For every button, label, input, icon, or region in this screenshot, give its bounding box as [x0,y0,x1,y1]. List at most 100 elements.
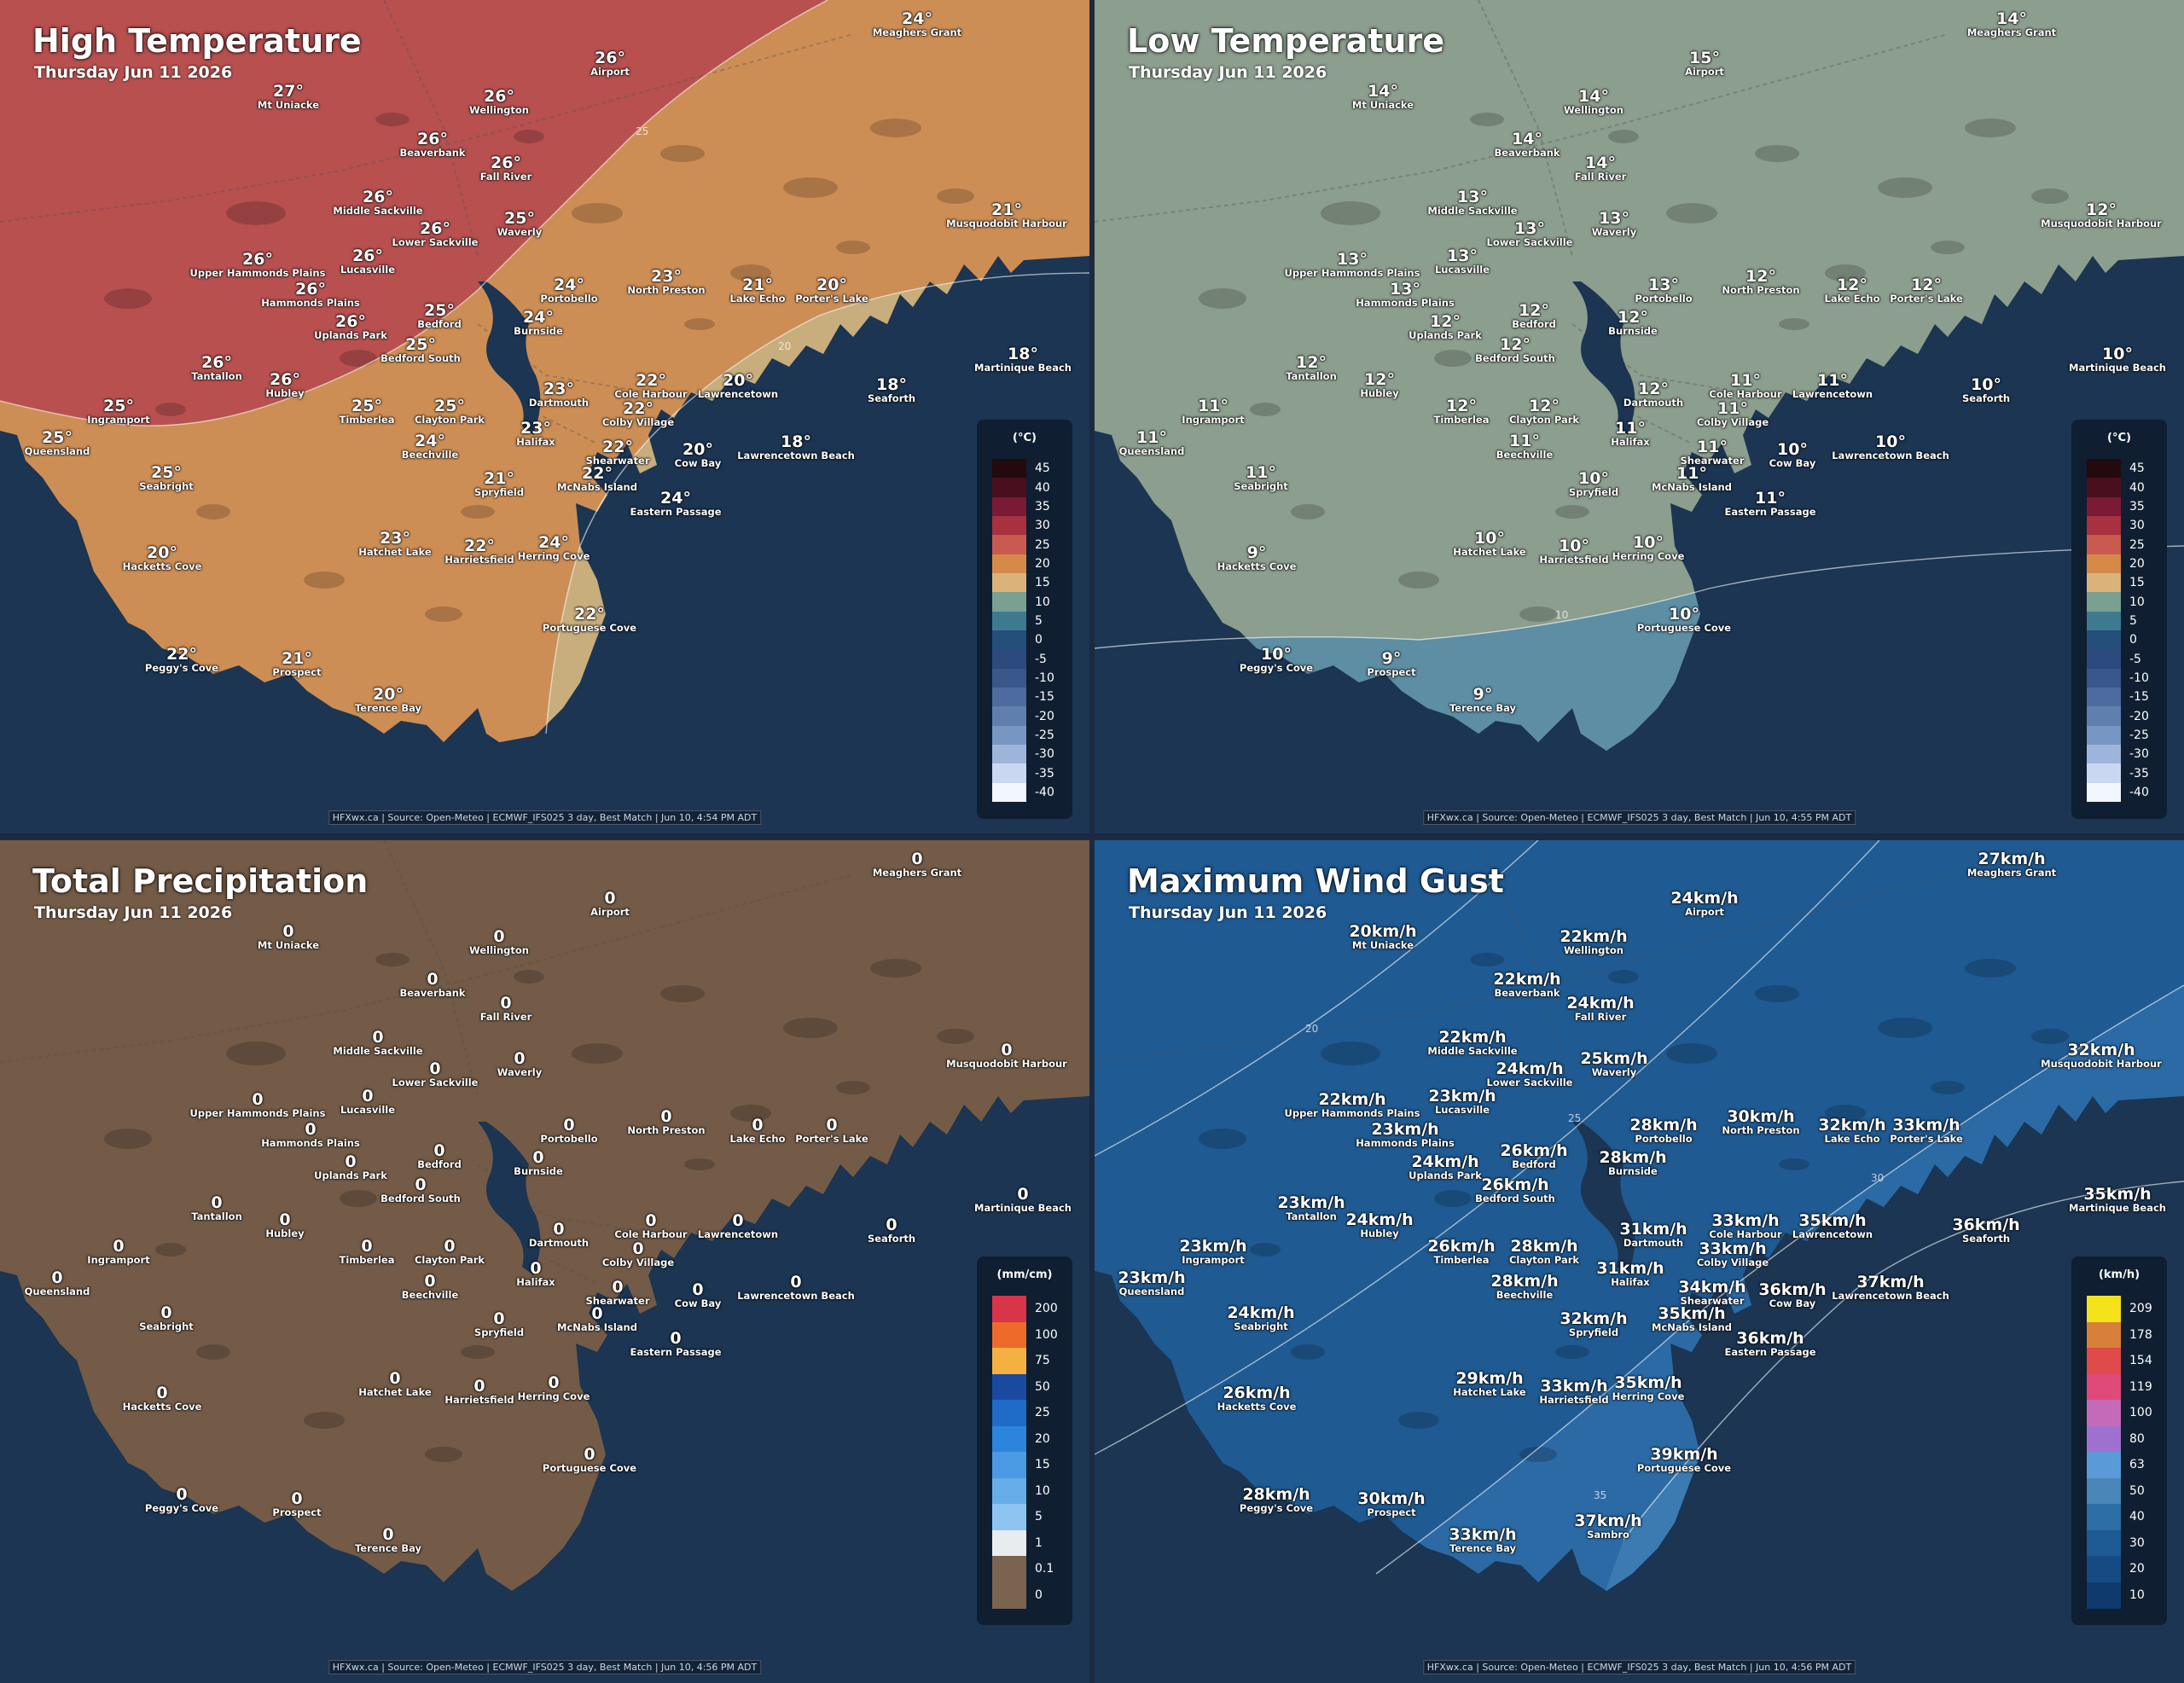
forecast-value: 25° [103,397,134,415]
forecast-value: 30km/h [1357,1489,1426,1508]
lake [514,970,544,984]
legend-label: -30 [2129,747,2149,762]
place-name: Cow Bay [674,457,722,469]
forecast-value: 9° [1472,685,1493,704]
legend-label: 40 [1035,480,1050,495]
location-label: 33km/h Colby Village [1697,1240,1769,1268]
place-name: Peggy's Cove [144,662,219,674]
location-label: 0 Bedford South [380,1176,461,1204]
forecast-value: 0 [473,1377,485,1396]
forecast-value: 26° [417,130,448,148]
location-label: 14° Wellington [1564,88,1623,116]
legend-swatch [2087,725,2121,746]
lake [1931,1081,1965,1094]
location-label: 13° Middle Sackville [1427,189,1517,217]
place-name: Timberlea [1433,414,1490,426]
location-label: 0 Mt Uniacke [258,923,319,951]
location-label: 26° Fall River [480,154,532,183]
forecast-value: 10° [1261,645,1292,664]
location-label: 23km/h Lucasville [1428,1088,1496,1116]
place-name: Hubley [265,1227,305,1239]
forecast-value: 22° [582,464,613,483]
location-label: 12° Hubley [1360,371,1398,399]
location-label: 13° Upper Hammonds Plains [1285,251,1420,279]
forecast-value: 0 [514,1049,526,1068]
legend-swatch [2087,782,2121,803]
lake [783,177,838,198]
location-label: 33km/h Cole Harbour [1709,1212,1781,1240]
forecast-value: 9° [1246,543,1267,562]
place-name: North Preston [1722,1124,1800,1136]
forecast-value: 26° [270,370,300,389]
location-label: 0 Seabright [139,1304,194,1332]
lake [1555,505,1589,519]
location-label: 12° Lake Echo [1825,276,1880,305]
place-name: Middle Sackville [333,1045,423,1057]
legend-swatch [992,1348,1026,1374]
place-name: Waverly [497,1066,543,1078]
forecast-value: 12° [1745,267,1776,286]
place-name: Spryfield [473,486,525,498]
forecast-value: 26° [420,219,450,238]
lake [304,572,345,589]
forecast-value: 29km/h [1455,1369,1524,1388]
location-label: 10° Seaforth [1962,376,2010,404]
legend-label: 119 [2129,1379,2152,1394]
lake [1470,113,1504,126]
location-label: 20° Lawrencetown [698,372,778,400]
lake [1199,1129,1246,1149]
legend-swatch [2087,1296,2121,1322]
place-name: Seaforth [867,1233,916,1245]
place-name: Seaforth [1961,392,2011,404]
location-label: 26° Wellington [469,88,529,116]
contour-label: 20 [778,340,791,352]
place-name: Terence Bay [1449,702,1517,714]
place-name: Spryfield [1568,1326,1619,1338]
forecast-value: 21° [484,469,514,488]
forecast-value: 0 [372,1028,384,1047]
place-name: Beaverbank [1494,147,1560,159]
forecast-value: 11° [1615,419,1646,438]
forecast-value: 0 [493,1309,505,1328]
place-name: Upper Hammonds Plains [1284,267,1420,279]
location-label: 14° Beaverbank [1494,131,1560,159]
location-label: 13° Lower Sackville [1487,220,1573,248]
forecast-value: 25° [424,301,455,320]
location-label: 11° Shearwater [1680,438,1744,467]
location-label: 26° Tantallon [191,354,242,382]
location-label: 0 Middle Sackville [333,1029,422,1057]
place-name: Harrietsfield [444,1394,514,1406]
place-name: Cole Harbour [614,1228,688,1240]
place-name: Clayton Park [1508,414,1580,426]
location-label: 0 Shearwater [585,1279,649,1307]
high-temperature-panel: 25 20 High Temperature Thursday Jun 11 2026… [0,0,1089,833]
forecast-value: 39km/h [1650,1445,1718,1464]
location-label: 25° Seabright [139,464,194,492]
location-label: 12° Uplands Park [1409,313,1482,341]
lake [1965,119,2016,137]
lake [340,350,377,367]
place-name: North Preston [627,1124,706,1136]
lake [836,1081,870,1094]
location-label: 26° Lucasville [340,247,395,276]
place-name: Hatchet Lake [358,1386,432,1398]
forecast-value: 10° [1971,375,2001,394]
place-name: Musquodobit Harbour [946,218,1067,229]
place-name: Bedford South [1475,352,1555,364]
location-label: 32km/h Spryfield [1560,1310,1627,1338]
place-name: Porter's Lake [1890,293,1963,305]
legend-swatch [2087,630,2121,650]
place-name: Cole Harbour [614,388,688,400]
place-name: Herring Cove [517,1390,590,1402]
location-label: 22° Cole Harbour [614,372,687,400]
location-label: 9° Terence Bay [1449,686,1516,714]
location-label: 11° Cole Harbour [1709,372,1781,400]
place-name: Martinique Beach [974,362,1072,374]
place-name: Harrietsfield [444,554,514,566]
location-label: 13° Hammonds Plains [1356,281,1455,309]
lake [196,1344,230,1360]
place-name: Bedford South [380,352,461,364]
road-network [0,0,854,444]
place-name: Airport [590,906,630,918]
location-label: 28km/h Portobello [1629,1117,1697,1145]
